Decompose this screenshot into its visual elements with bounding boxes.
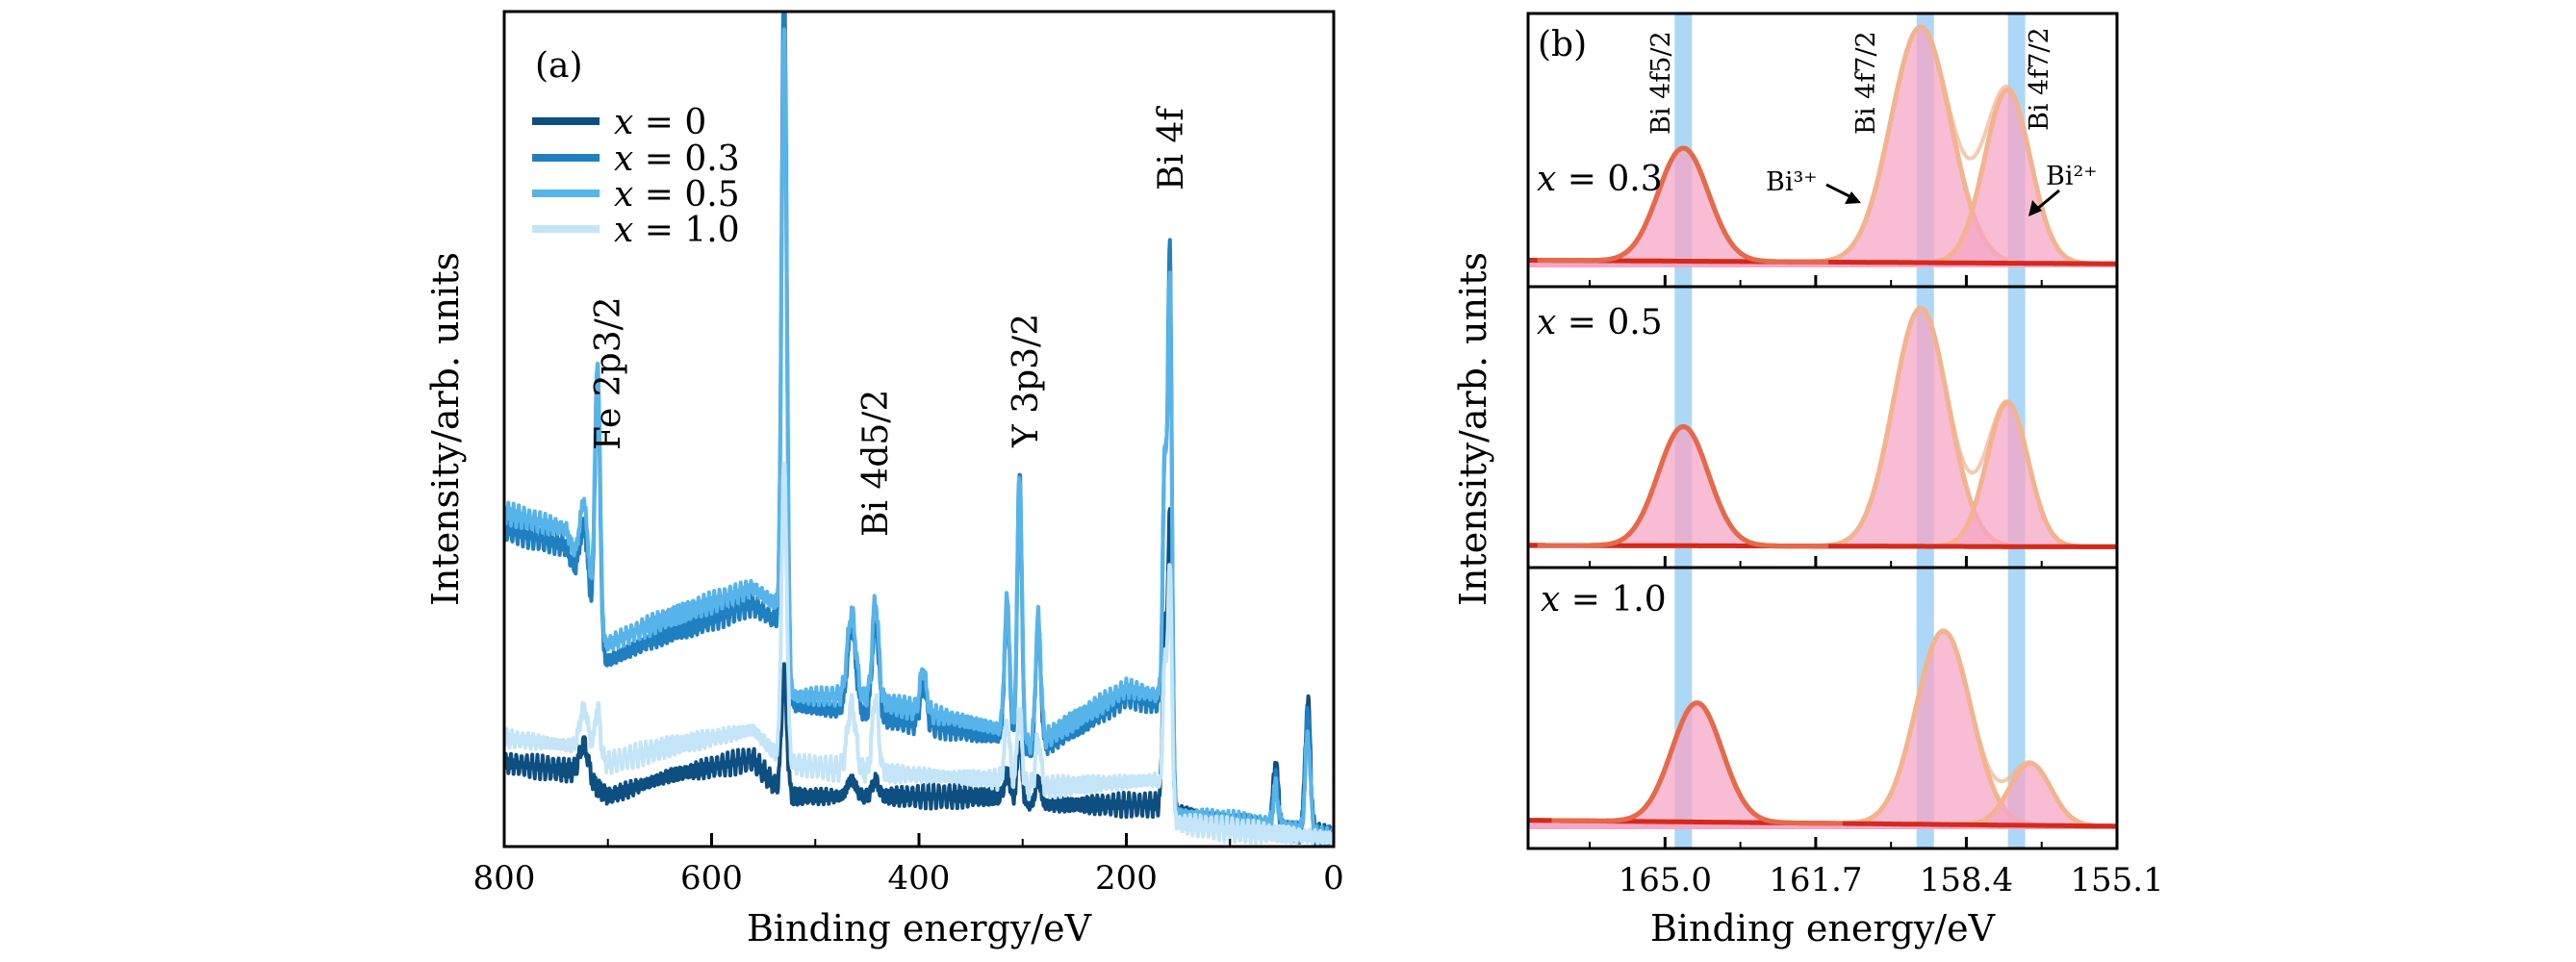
x-tick-label-a: 800 bbox=[473, 859, 536, 898]
column-label-bi-4f7-2-a: Bi 4f7/2 bbox=[1851, 31, 1881, 135]
peak-label-bi-4f: Bi 4f bbox=[1152, 106, 1191, 190]
panel-a-label: (a) bbox=[535, 46, 583, 86]
subpanel-label-x03: x = 0.3 bbox=[1537, 160, 1663, 199]
peak-4f5-line bbox=[1551, 700, 1843, 826]
panel-a-x-axis-label: Binding energy/eV bbox=[747, 907, 1092, 949]
x-tick-label-b: 158.4 bbox=[1920, 861, 2013, 899]
peak-4f5-line bbox=[1537, 145, 1829, 265]
arrow-head-bi3 bbox=[1845, 191, 1861, 204]
legend-label-x0: x = 0 bbox=[614, 103, 706, 142]
peak-label-fe-2p3-2: Fe 2p3/2 bbox=[589, 296, 628, 450]
panel-b-y-axis-label: Intensity/arb. units bbox=[1452, 252, 1494, 606]
x-tick-label-a: 600 bbox=[680, 859, 743, 898]
panel-b-x-ticks: 165.0 161.7 158.4 155.1 bbox=[1589, 275, 2164, 899]
panel-b-curves bbox=[1528, 24, 2117, 829]
panel-a-x-ticks: 800 600 400 200 0 bbox=[473, 833, 1344, 898]
legend-entry-x05: x = 0.5 bbox=[532, 175, 740, 215]
x-tick-label-b: 161.7 bbox=[1769, 861, 1862, 899]
legend-entry-x10: x = 1.0 bbox=[532, 211, 740, 250]
series-line-x10 bbox=[504, 461, 1334, 846]
subpanel-label-x10: x = 1.0 bbox=[1541, 580, 1667, 620]
x-tick-label-b: 155.1 bbox=[2070, 861, 2163, 899]
peak-4f5-line bbox=[1537, 423, 1829, 549]
arrow-bi3 bbox=[1825, 183, 1854, 200]
subpanel-label-x05: x = 0.5 bbox=[1537, 303, 1663, 342]
panel-b: 165.0 161.7 158.4 155.1 (b) Bi 4f5/2 Bi 4f7… bbox=[1452, 12, 2164, 949]
legend-entry-x03: x = 0.3 bbox=[532, 139, 740, 179]
x-tick-label-a: 200 bbox=[1095, 859, 1158, 898]
legend-label-x10: x = 1.0 bbox=[614, 211, 740, 250]
peak-fill bbox=[1528, 702, 2117, 829]
column-label-bi-4f7-2-b: Bi 4f7/2 bbox=[2025, 27, 2054, 131]
peak-label-y-3p3-2: Y 3p3/2 bbox=[1007, 314, 1046, 448]
panel-b-label: (b) bbox=[1538, 25, 1587, 64]
arrow-bi2 bbox=[2035, 189, 2060, 212]
panel-b-frame bbox=[1526, 12, 2119, 850]
panel-a-legend: x = 0 x = 0.3 x = 0.5 x = 1.0 bbox=[532, 103, 740, 250]
column-label-bi-4f5-2: Bi 4f5/2 bbox=[1646, 31, 1676, 135]
panel-a-series bbox=[504, 12, 1334, 847]
peak-fill bbox=[1528, 426, 2117, 548]
arrow-label-bi2: Bi²⁺ bbox=[2046, 162, 2098, 191]
panel-a-y-axis-label: Intensity/arb. units bbox=[424, 252, 467, 606]
peak-fill bbox=[1528, 402, 2117, 548]
peak-label-bi-4d5-2: Bi 4d5/2 bbox=[856, 390, 896, 537]
legend-entry-x0: x = 0 bbox=[532, 103, 706, 142]
x-tick-label-a: 0 bbox=[1323, 859, 1344, 898]
peak-fill bbox=[1528, 148, 2117, 267]
arrow-label-bi3: Bi³⁺ bbox=[1766, 167, 1818, 197]
panel-a: 800 600 400 200 0 (a) x = 0 x = 0.3 x = 0.5 … bbox=[424, 10, 1344, 949]
arrow-head-bi2 bbox=[2028, 200, 2042, 216]
x-tick-label-a: 400 bbox=[888, 859, 951, 898]
peak-fill bbox=[1528, 630, 2117, 829]
legend-label-x05: x = 0.5 bbox=[614, 175, 740, 215]
x-tick-label-b: 165.0 bbox=[1619, 861, 1712, 899]
legend-label-x03: x = 0.3 bbox=[614, 139, 740, 179]
panel-b-x-axis-label: Binding energy/eV bbox=[1650, 907, 1996, 949]
